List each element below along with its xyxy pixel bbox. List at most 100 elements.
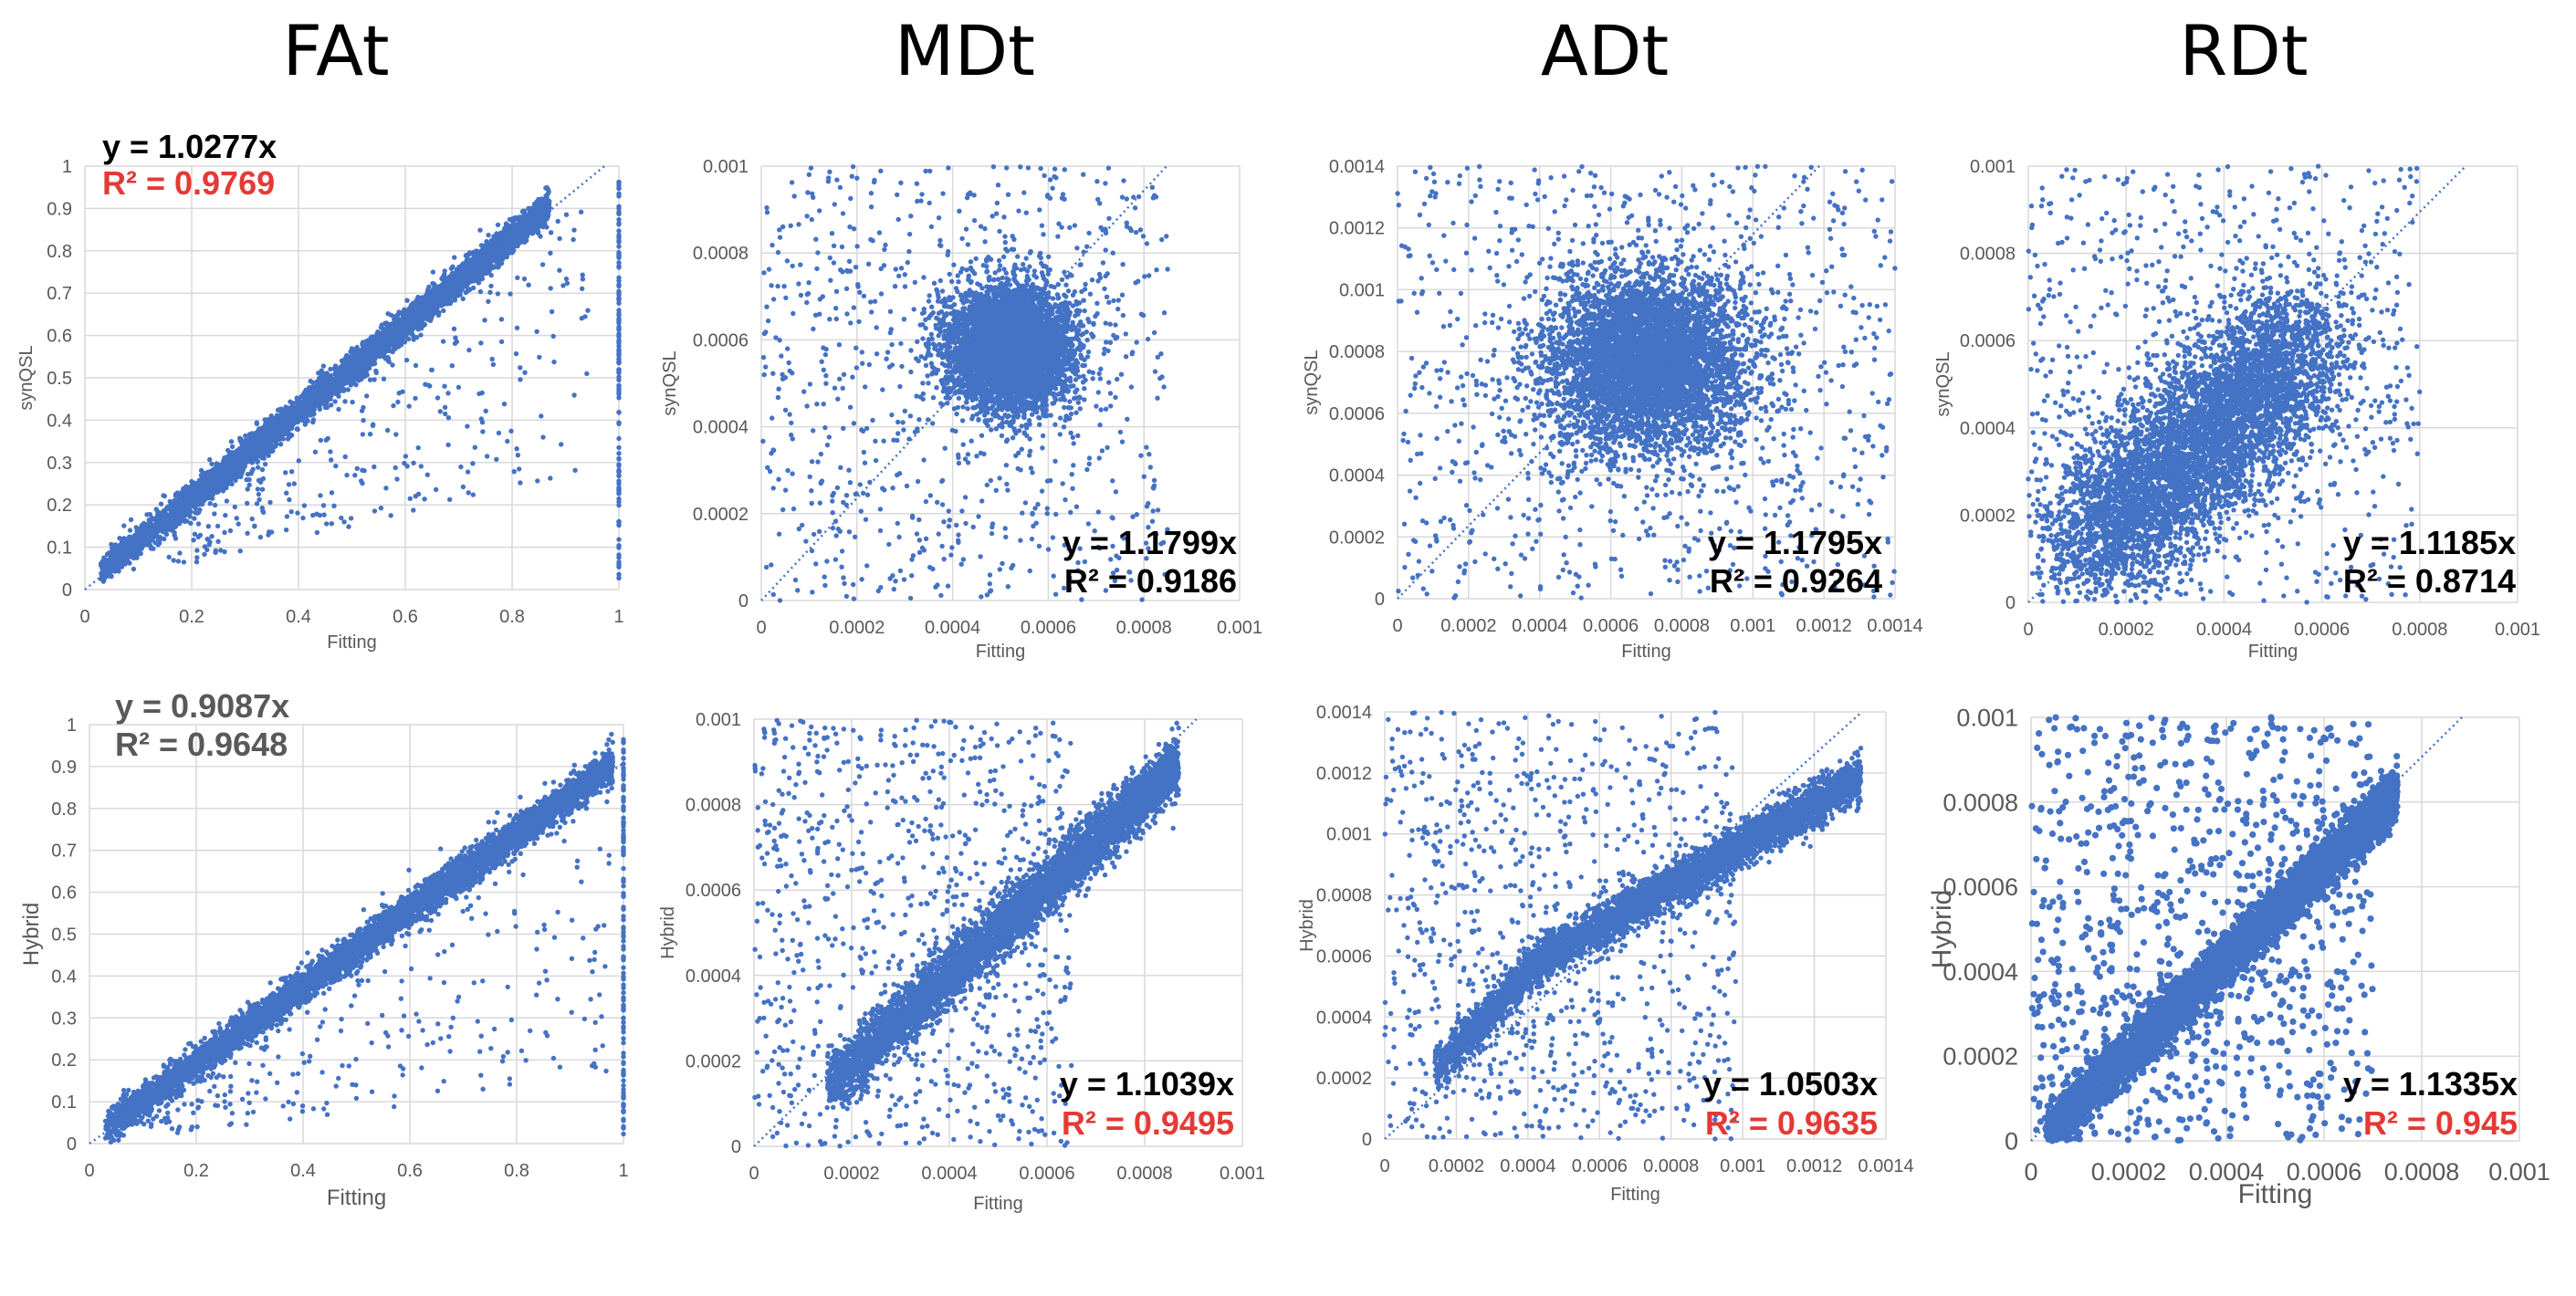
data-point — [484, 454, 490, 459]
data-point — [296, 458, 301, 464]
data-point — [101, 555, 107, 560]
data-point — [346, 524, 351, 529]
data-point — [320, 363, 327, 369]
data-point — [302, 422, 308, 427]
data-point — [252, 431, 258, 436]
data-point — [522, 370, 528, 375]
data-point — [429, 367, 435, 372]
data-point — [139, 544, 145, 549]
data-point — [318, 493, 323, 498]
data-point — [275, 407, 281, 413]
data-point — [537, 354, 542, 361]
data-point — [166, 554, 172, 560]
column-title-rdt: RDt — [2179, 10, 2308, 91]
data-point — [616, 222, 622, 227]
data-point — [488, 272, 494, 278]
data-point — [445, 442, 451, 448]
data-point — [194, 548, 200, 553]
data-point — [466, 347, 472, 353]
data-point — [518, 365, 523, 371]
data-point — [301, 503, 308, 508]
data-point — [215, 523, 221, 529]
data-point — [514, 325, 520, 330]
data-point — [616, 334, 622, 340]
data-point — [616, 239, 622, 246]
data-point — [442, 383, 447, 389]
column-title-adt: ADt — [1541, 10, 1669, 91]
data-point — [350, 399, 355, 405]
data-point — [557, 235, 562, 242]
data-point — [383, 486, 389, 491]
data-point — [259, 505, 265, 511]
data-point — [256, 491, 262, 497]
data-point — [212, 502, 218, 508]
data-point — [310, 419, 316, 425]
data-point — [616, 216, 622, 223]
data-point — [245, 500, 250, 507]
data-point — [548, 476, 553, 481]
data-point — [465, 253, 470, 259]
data-point — [189, 478, 194, 485]
data-point — [246, 482, 252, 488]
data-point — [324, 521, 330, 527]
data-point — [329, 521, 334, 527]
data-point — [616, 496, 622, 502]
data-point — [249, 468, 255, 475]
data-point — [194, 555, 200, 560]
data-point — [390, 362, 395, 368]
data-point — [266, 453, 271, 458]
data-point — [212, 511, 217, 517]
data-point — [571, 227, 577, 233]
data-point — [616, 502, 622, 508]
data-point — [616, 374, 622, 380]
data-point — [616, 310, 622, 316]
data-point — [460, 484, 466, 490]
data-point — [616, 185, 622, 192]
data-point — [465, 469, 471, 475]
data-point — [228, 439, 235, 444]
data-point — [616, 451, 622, 456]
data-point — [252, 523, 257, 528]
data-point — [158, 501, 164, 507]
data-point — [411, 507, 416, 513]
data-point — [437, 409, 443, 414]
data-point — [616, 444, 622, 451]
data-point — [324, 404, 330, 411]
data-point — [121, 536, 127, 541]
data-point — [364, 393, 370, 399]
data-point — [456, 384, 462, 390]
data-point — [485, 267, 491, 272]
data-point — [192, 516, 197, 521]
data-point — [244, 476, 249, 483]
data-point — [333, 463, 339, 469]
data-point — [555, 218, 560, 225]
data-point — [616, 244, 622, 249]
data-point — [198, 467, 204, 474]
data-point — [430, 269, 436, 275]
data-point — [539, 413, 544, 419]
column-title-fat: FAt — [282, 10, 389, 91]
data-point — [616, 300, 622, 306]
data-point — [328, 366, 333, 372]
scatter-panel-1: 0 0.2 0.4 0.6 0.8 100.10.20.30.40.50.60.70.80… — [16, 128, 624, 653]
data-point — [310, 512, 316, 518]
data-point — [295, 510, 300, 516]
data-point — [133, 525, 139, 530]
data-point — [508, 291, 513, 297]
data-point — [238, 474, 244, 480]
data-point — [224, 498, 230, 504]
data-point — [359, 478, 364, 484]
data-point — [291, 481, 297, 486]
data-point — [341, 519, 347, 525]
data-point — [521, 276, 528, 282]
data-point — [498, 317, 505, 322]
data-point — [470, 461, 476, 466]
data-point — [441, 308, 446, 314]
data-point — [256, 465, 261, 470]
data-point — [388, 513, 393, 518]
data-point — [342, 454, 348, 460]
data-point — [207, 501, 213, 507]
data-point — [448, 266, 455, 271]
data-point — [284, 514, 290, 519]
data-point — [616, 462, 622, 467]
